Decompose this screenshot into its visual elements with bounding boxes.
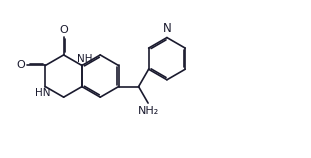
Text: N: N <box>163 22 171 35</box>
Text: O: O <box>16 61 25 70</box>
Text: NH: NH <box>77 54 92 64</box>
Text: O: O <box>59 24 68 34</box>
Text: HN: HN <box>35 88 51 98</box>
Text: NH₂: NH₂ <box>137 106 159 115</box>
